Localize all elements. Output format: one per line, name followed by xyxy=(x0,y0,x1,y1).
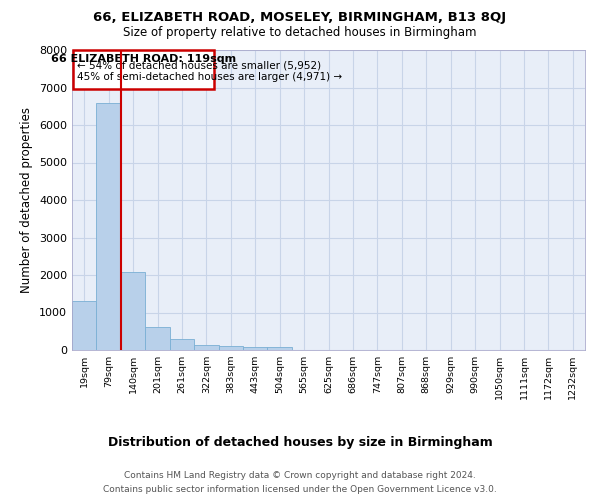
Text: Contains HM Land Registry data © Crown copyright and database right 2024.: Contains HM Land Registry data © Crown c… xyxy=(124,472,476,480)
Bar xyxy=(72,301,97,350)
Text: 45% of semi-detached houses are larger (4,971) →: 45% of semi-detached houses are larger (… xyxy=(77,72,342,82)
Y-axis label: Number of detached properties: Number of detached properties xyxy=(20,107,34,293)
Bar xyxy=(145,327,170,350)
Text: ← 54% of detached houses are smaller (5,952): ← 54% of detached houses are smaller (5,… xyxy=(77,60,321,70)
Text: Contains public sector information licensed under the Open Government Licence v3: Contains public sector information licen… xyxy=(103,484,497,494)
Bar xyxy=(268,348,292,350)
FancyBboxPatch shape xyxy=(73,50,214,90)
Bar xyxy=(218,346,243,350)
Bar xyxy=(97,102,121,350)
Bar xyxy=(121,272,145,350)
Text: 66, ELIZABETH ROAD, MOSELEY, BIRMINGHAM, B13 8QJ: 66, ELIZABETH ROAD, MOSELEY, BIRMINGHAM,… xyxy=(94,11,506,24)
Text: 66 ELIZABETH ROAD: 119sqm: 66 ELIZABETH ROAD: 119sqm xyxy=(51,54,236,64)
Bar xyxy=(243,348,268,350)
Bar xyxy=(194,345,218,350)
Bar xyxy=(170,339,194,350)
Text: Distribution of detached houses by size in Birmingham: Distribution of detached houses by size … xyxy=(107,436,493,449)
Text: Size of property relative to detached houses in Birmingham: Size of property relative to detached ho… xyxy=(123,26,477,39)
